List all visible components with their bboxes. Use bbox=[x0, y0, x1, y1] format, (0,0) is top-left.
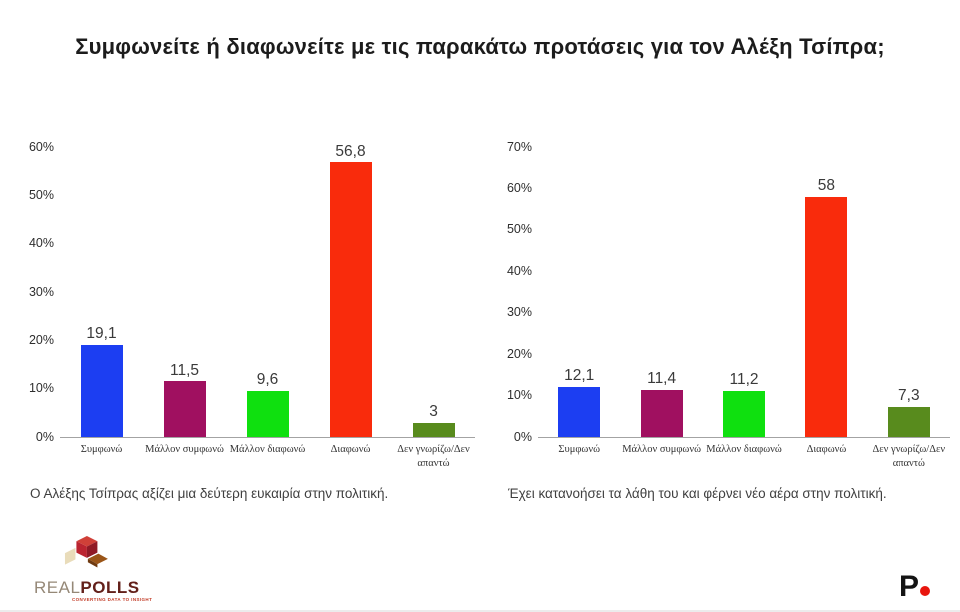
bar-value-label: 3 bbox=[429, 403, 438, 420]
realpolls-word-polls: POLLS bbox=[80, 577, 140, 597]
x-category-label: Δεν γνωρίζω/Δεν απαντώ bbox=[397, 444, 470, 469]
bar-column: 7,3 bbox=[868, 388, 950, 437]
chart-left-plot: 0% 10% 20% 30% 40% 50% 60% 19,1 11,5 9,6 56,8 3 bbox=[20, 128, 475, 443]
x-category-label: Συμφωνώ bbox=[558, 444, 600, 455]
bar bbox=[887, 406, 930, 437]
x-category-label: Μάλλον συμφωνώ bbox=[145, 444, 224, 455]
bar-value-label: 11,4 bbox=[647, 370, 677, 388]
y-tick-label: 10% bbox=[28, 381, 54, 396]
x-category-label: Μάλλον διαφωνώ bbox=[706, 444, 782, 455]
chart-left-y-axis: 0% 10% 20% 30% 40% 50% 60% bbox=[20, 128, 60, 442]
x-category-label: Διαφωνώ bbox=[330, 444, 371, 455]
bar-column: 12,1 bbox=[538, 368, 620, 437]
x-category-label: Μάλλον συμφωνώ bbox=[622, 444, 701, 455]
y-tick-label: 30% bbox=[28, 284, 54, 299]
y-tick-label: 40% bbox=[506, 263, 532, 278]
bar-value-label: 12,1 bbox=[564, 367, 595, 385]
chart-right: 0% 10% 20% 30% 40% 50% 60% 70% 12,1 11,4 11,2 58 7,… bbox=[498, 128, 950, 501]
x-category-label: Συμφωνώ bbox=[80, 444, 123, 455]
realpolls-wordmark: REALPOLLS bbox=[34, 579, 152, 596]
y-tick-label: 20% bbox=[28, 332, 54, 347]
realpolls-tagline: CONVERTING DATA TO INSIGHT bbox=[72, 596, 153, 602]
chart-left-x-labels: Συμφωνώ Μάλλον συμφωνώ Μάλλον διαφωνώ Διαφω… bbox=[60, 443, 475, 470]
chart-left: 0% 10% 20% 30% 40% 50% 60% 19,1 11,5 9,6 56,8 3 Συ… bbox=[20, 128, 475, 501]
chart-right-bars: 12,1 11,4 11,2 58 7,3 bbox=[538, 128, 950, 437]
bar bbox=[163, 381, 206, 437]
parapolitika-red-dot-icon bbox=[920, 586, 930, 596]
y-tick-label: 20% bbox=[506, 346, 532, 361]
chart-right-plot: 0% 10% 20% 30% 40% 50% 60% 70% 12,1 11,4 11,2 58 7,… bbox=[498, 128, 950, 443]
y-tick-label: 50% bbox=[28, 187, 54, 202]
bar-value-label: 56,8 bbox=[335, 142, 366, 160]
y-tick-label: 0% bbox=[35, 429, 54, 444]
y-tick-label: 60% bbox=[28, 139, 54, 154]
chart-right-caption: Έχει κατανοήσει τα λάθη του και φέρνει ν… bbox=[508, 486, 887, 502]
bar bbox=[246, 390, 289, 437]
bar-column: 58 bbox=[785, 178, 867, 437]
page-title: Συμφωνείτε ή διαφωνείτε με τις παρακάτω … bbox=[75, 34, 885, 59]
realpolls-cube-icon bbox=[64, 535, 108, 567]
bar-value-label: 11,2 bbox=[729, 371, 759, 389]
y-tick-label: 40% bbox=[28, 236, 54, 251]
bar-value-label: 58 bbox=[817, 177, 836, 195]
parapolitika-letter: P bbox=[898, 570, 919, 603]
bar-column: 9,6 bbox=[226, 372, 309, 437]
y-tick-label: 0% bbox=[513, 429, 532, 444]
realpolls-logo: REALPOLLS CONVERTING DATA TO INSIGHT bbox=[34, 535, 152, 603]
bar-column: 19,1 bbox=[60, 326, 143, 437]
y-tick-label: 50% bbox=[506, 222, 532, 237]
x-category-label: Μάλλον διαφωνώ bbox=[229, 444, 306, 455]
bar bbox=[80, 344, 123, 437]
bar-column: 11,5 bbox=[143, 363, 226, 437]
bar-column: 11,4 bbox=[620, 371, 702, 437]
bar bbox=[412, 422, 455, 437]
bar bbox=[805, 196, 848, 437]
chart-left-caption: Ο Αλέξης Τσίπρας αξίζει μια δεύτερη ευκα… bbox=[30, 486, 389, 502]
bar-value-label: 7,3 bbox=[898, 387, 920, 405]
bar-column: 11,2 bbox=[703, 372, 785, 437]
bar-value-label: 9,6 bbox=[256, 371, 279, 389]
chart-left-x-axis-line bbox=[60, 437, 475, 438]
parapolitika-logo: P bbox=[899, 572, 930, 602]
y-tick-label: 10% bbox=[506, 388, 532, 403]
chart-right-y-axis: 0% 10% 20% 30% 40% 50% 60% 70% bbox=[498, 128, 538, 442]
y-tick-label: 30% bbox=[506, 305, 532, 320]
bar bbox=[329, 162, 372, 437]
footer: REALPOLLS CONVERTING DATA TO INSIGHT P bbox=[34, 535, 930, 603]
realpolls-word-real: REAL bbox=[34, 577, 81, 597]
bar-value-label: 11,5 bbox=[169, 361, 200, 379]
bar bbox=[640, 389, 683, 437]
chart-right-x-labels: Συμφωνώ Μάλλον συμφωνώ Μάλλον διαφωνώ Διαφω… bbox=[538, 443, 950, 470]
bar bbox=[558, 386, 601, 437]
bar-column: 3 bbox=[392, 404, 475, 437]
x-category-label: Δεν γνωρίζω/Δεν απαντώ bbox=[872, 444, 946, 469]
y-tick-label: 60% bbox=[506, 180, 532, 195]
bar bbox=[723, 390, 766, 437]
chart-left-bars: 19,1 11,5 9,6 56,8 3 bbox=[60, 128, 475, 437]
y-tick-label: 70% bbox=[506, 139, 532, 154]
bar-column: 56,8 bbox=[309, 144, 392, 437]
chart-right-x-axis-line bbox=[538, 437, 950, 438]
x-category-label: Διαφωνώ bbox=[806, 444, 847, 455]
bar-value-label: 19,1 bbox=[86, 325, 117, 343]
